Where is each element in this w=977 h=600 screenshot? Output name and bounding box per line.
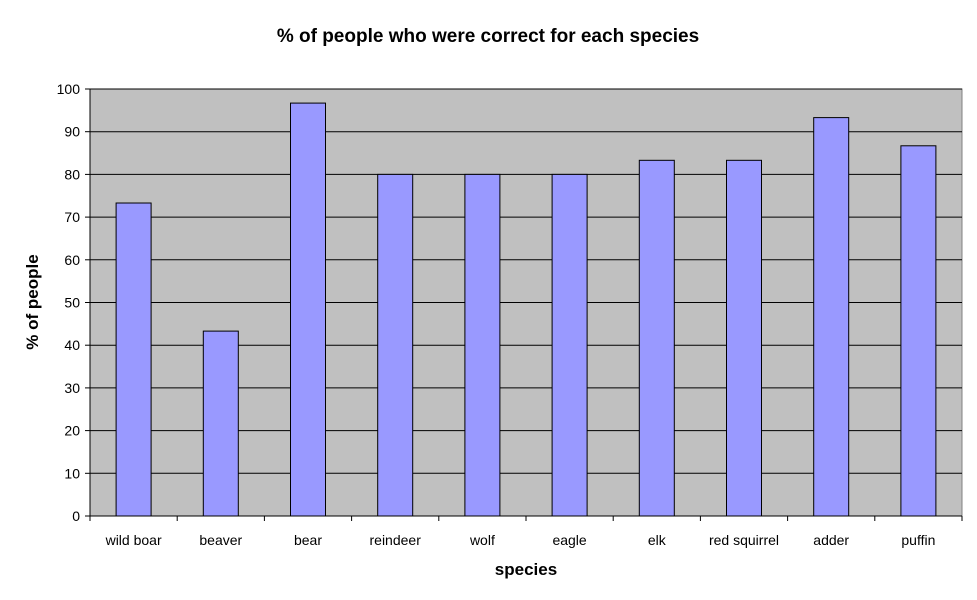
y-tick-label: 10: [64, 465, 80, 481]
x-tick-label: eagle: [552, 532, 586, 548]
bar-red-squirrel: [726, 159, 762, 517]
x-tick-label: wild boar: [105, 532, 162, 548]
x-tick-label: puffin: [901, 532, 935, 548]
x-tick-label: adder: [813, 532, 849, 548]
y-tick-label: 0: [72, 508, 80, 524]
bar-wolf: [464, 173, 501, 517]
x-tick-label: elk: [648, 532, 667, 548]
x-tick-label: wolf: [469, 532, 495, 548]
y-tick-label: 50: [64, 295, 80, 311]
bar-wild-boar: [115, 202, 152, 517]
x-tick-labels: wild boar beaver bear reindeer wolf eagle elk r…: [105, 532, 936, 548]
bar-elk: [638, 159, 675, 517]
y-tick-label: 100: [57, 81, 81, 97]
bar-puffin: [900, 145, 937, 517]
y-tick-label: 20: [64, 423, 80, 439]
bar-reindeer: [377, 173, 414, 517]
y-axis-title: % of people: [23, 254, 42, 349]
y-tick-label: 80: [64, 166, 80, 182]
chart-title: % of people who were correct for each sp…: [277, 26, 699, 47]
x-tick-label: reindeer: [370, 532, 422, 548]
x-tick-label: beaver: [199, 532, 242, 548]
y-tick-label: 90: [64, 124, 80, 140]
bar-eagle: [551, 173, 588, 517]
bar-bear: [290, 102, 326, 517]
x-tick-label: red squirrel: [709, 532, 779, 548]
x-axis-title: species: [495, 560, 557, 579]
y-tick-label: 40: [64, 337, 80, 353]
y-tick-labels: 0 10 20 30 40 50 60 70 80 90 100: [57, 81, 81, 524]
bar-adder: [813, 117, 850, 517]
x-tick-label: bear: [294, 532, 322, 548]
y-tick-label: 60: [64, 252, 80, 268]
axes: [85, 88, 963, 521]
bar-beaver: [202, 330, 239, 517]
y-tick-label: 30: [64, 380, 80, 396]
y-tick-label: 70: [64, 209, 80, 225]
